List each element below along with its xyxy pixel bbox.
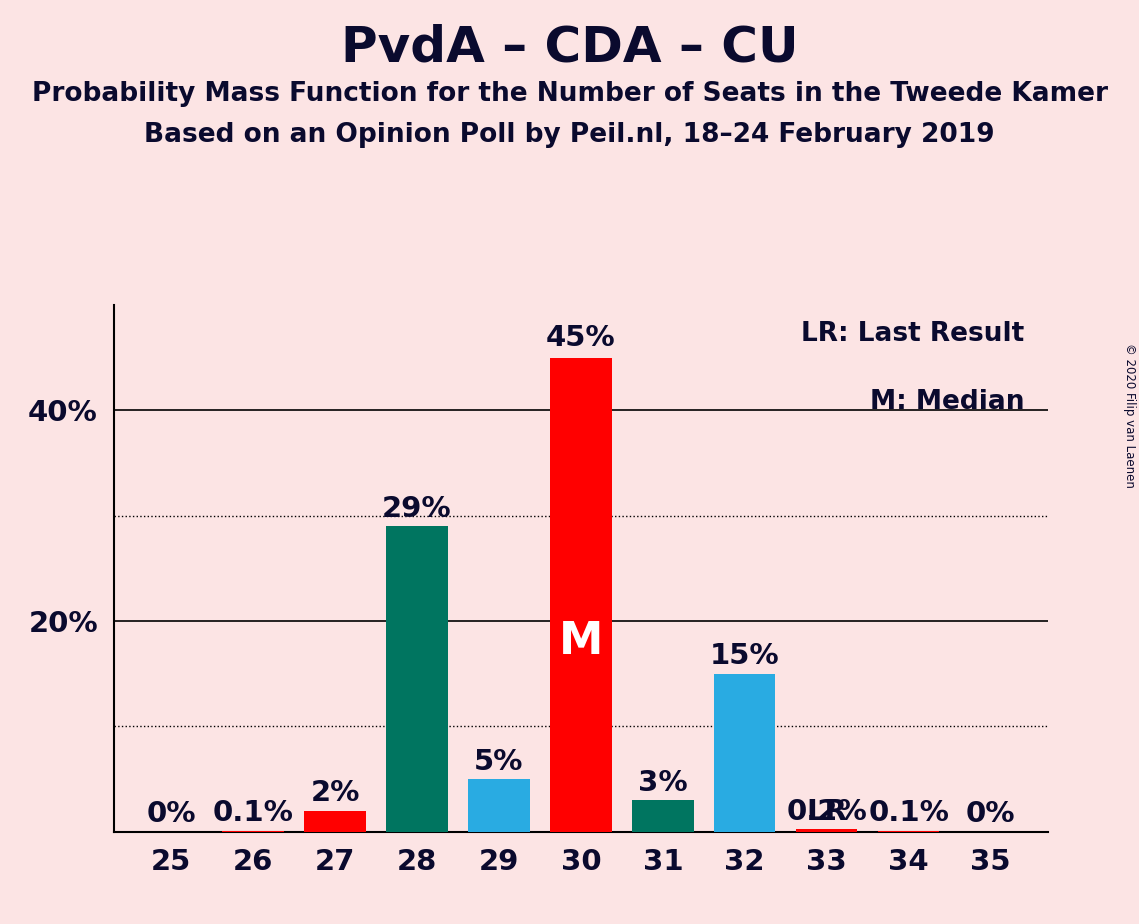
Text: LR: LR bbox=[806, 798, 847, 826]
Text: 15%: 15% bbox=[710, 642, 779, 671]
Bar bbox=[796, 830, 858, 832]
Text: 0.1%: 0.1% bbox=[213, 799, 294, 827]
Bar bbox=[878, 831, 940, 832]
Text: 2%: 2% bbox=[311, 779, 360, 808]
Bar bbox=[304, 810, 366, 832]
Text: 0%: 0% bbox=[147, 800, 196, 829]
Text: 0%: 0% bbox=[966, 800, 1015, 829]
Text: © 2020 Filip van Laenen: © 2020 Filip van Laenen bbox=[1123, 344, 1137, 488]
Text: LR: Last Result: LR: Last Result bbox=[801, 321, 1024, 346]
Bar bbox=[386, 526, 448, 832]
Text: M: Median: M: Median bbox=[870, 389, 1024, 415]
Bar bbox=[222, 831, 284, 832]
Text: 0.2%: 0.2% bbox=[786, 798, 867, 826]
Text: Probability Mass Function for the Number of Seats in the Tweede Kamer: Probability Mass Function for the Number… bbox=[32, 81, 1107, 107]
Text: 29%: 29% bbox=[383, 495, 452, 523]
Text: 3%: 3% bbox=[638, 769, 688, 796]
Text: M: M bbox=[559, 621, 603, 663]
Text: 0.1%: 0.1% bbox=[868, 799, 949, 827]
Text: PvdA – CDA – CU: PvdA – CDA – CU bbox=[341, 23, 798, 71]
Text: 5%: 5% bbox=[474, 748, 524, 776]
Bar bbox=[632, 800, 694, 832]
Bar bbox=[550, 358, 612, 832]
Text: 45%: 45% bbox=[546, 324, 616, 352]
Bar bbox=[714, 674, 776, 832]
Bar bbox=[468, 779, 530, 832]
Text: Based on an Opinion Poll by Peil.nl, 18–24 February 2019: Based on an Opinion Poll by Peil.nl, 18–… bbox=[145, 122, 994, 148]
